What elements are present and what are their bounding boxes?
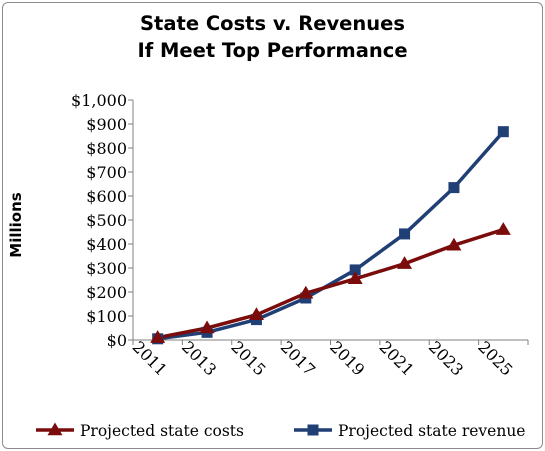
costs-point xyxy=(199,320,215,334)
y-tick-label: $800 xyxy=(86,139,127,158)
y-tick-label: $0 xyxy=(107,331,127,350)
y-tick-label: $700 xyxy=(86,163,127,182)
x-tick-label: 2017 xyxy=(277,337,319,379)
series-lines xyxy=(157,130,505,341)
y-tick-label: $600 xyxy=(86,187,127,206)
series-markers xyxy=(150,126,511,345)
chart-title-line-2: If Meet Top Performance xyxy=(137,39,408,62)
revenue-point xyxy=(349,264,361,276)
y-tick-label: $500 xyxy=(86,211,127,230)
x-tick-label: 2025 xyxy=(474,337,516,379)
costs-point xyxy=(248,307,264,321)
y-tick-label: $1,000 xyxy=(71,91,127,110)
x-tick-label: 2023 xyxy=(425,337,467,379)
legend-label-revenue: Projected state revenue xyxy=(338,422,525,440)
costs-point xyxy=(446,237,462,251)
x-tick-label: 2011 xyxy=(129,337,171,379)
y-tick-label: $900 xyxy=(86,115,127,134)
legend-label-costs: Projected state costs xyxy=(80,422,244,440)
costs-point xyxy=(495,222,511,235)
costs-point xyxy=(347,271,363,285)
series-line-costs xyxy=(157,227,504,340)
series-line-revenue xyxy=(157,130,505,341)
revenue-point xyxy=(399,228,411,240)
legend: Projected state costs Projected state rev… xyxy=(36,422,525,440)
revenue-point xyxy=(497,126,509,138)
x-tick-label: 2015 xyxy=(227,337,269,379)
legend-marker-revenue xyxy=(307,424,319,436)
costs-point xyxy=(150,330,166,343)
y-tick-label: $300 xyxy=(86,259,127,278)
y-tick-label: $200 xyxy=(86,283,127,302)
chart-title-line-1: State Costs v. Revenues xyxy=(140,12,405,35)
revenue-point xyxy=(448,182,460,194)
x-tick-labels: 2011 2013 2015 2017 2019 2021 2023 2025 xyxy=(129,337,517,379)
legend-marker-costs xyxy=(47,422,63,436)
costs-point xyxy=(397,256,413,269)
y-tick-labels: $0 $100 $200 $300 $400 $500 $600 $700 $800 $900 $1… xyxy=(71,91,127,350)
axes xyxy=(128,99,529,345)
y-tick-label: $100 xyxy=(86,307,127,326)
x-tick-label: 2013 xyxy=(178,337,220,379)
x-tick-label: 2021 xyxy=(376,337,418,379)
x-tick-label: 2019 xyxy=(326,337,368,379)
costs-point xyxy=(298,285,314,299)
y-tick-label: $400 xyxy=(86,235,127,254)
chart-title: State Costs v. Revenues If Meet Top Perf… xyxy=(0,10,545,64)
